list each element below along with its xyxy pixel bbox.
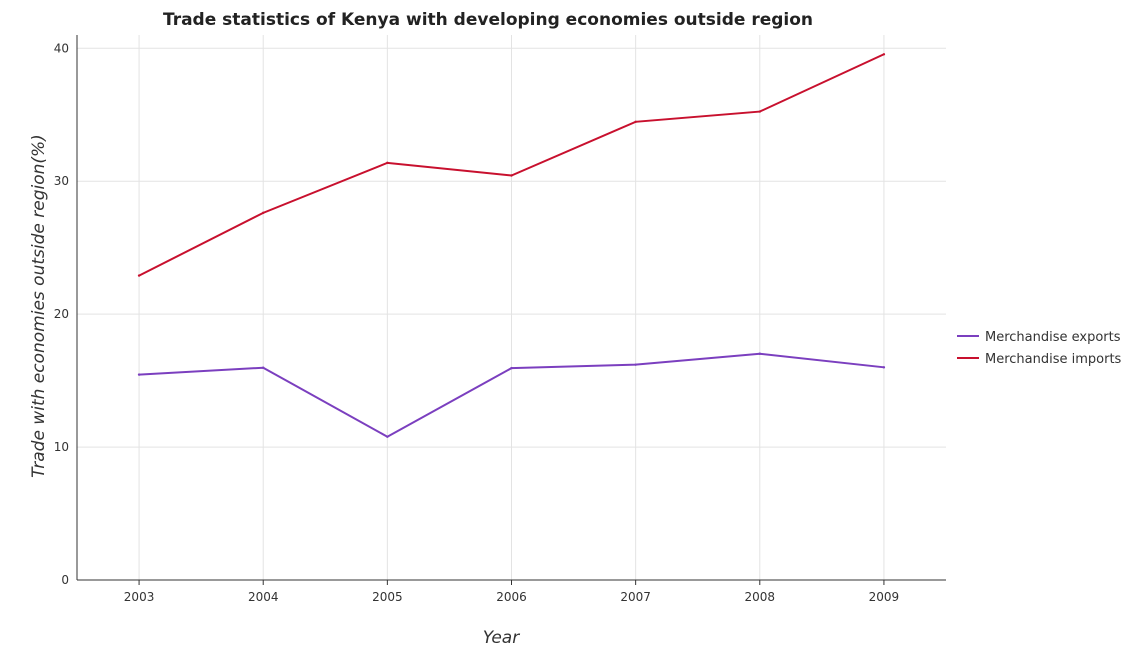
- data-point: [386, 161, 389, 165]
- data-point: [758, 110, 761, 113]
- y-tick-label: 0: [61, 573, 69, 587]
- grid: [77, 35, 946, 581]
- axes: 0 10 20 30 40 2003 2004 2005 2006 2007 2008 2009: [54, 35, 946, 604]
- y-tick-label: 20: [54, 307, 69, 321]
- y-tick-label: 30: [54, 174, 69, 188]
- data-point: [882, 53, 886, 56]
- data-point: [510, 366, 513, 370]
- data-point: [137, 373, 141, 376]
- data-point: [634, 120, 637, 124]
- x-tick-label: 2007: [620, 590, 651, 604]
- x-tick-label: 2003: [124, 590, 155, 604]
- legend: Merchandise exports Merchandise imports: [957, 330, 1121, 367]
- x-tick-label: 2009: [869, 590, 900, 604]
- data-point: [634, 363, 637, 366]
- data-point: [137, 274, 141, 277]
- chart-title: Trade statistics of Kenya with developin…: [163, 10, 813, 30]
- x-tick-label: 2008: [745, 590, 776, 604]
- data-point: [262, 366, 265, 369]
- data-point: [758, 352, 761, 355]
- y-axis-title: Trade with economies outside region(%): [29, 134, 49, 478]
- y-tick-label: 40: [54, 41, 69, 55]
- y-tick-label: 10: [54, 440, 69, 454]
- x-tick-label: 2004: [248, 590, 279, 604]
- x-tick-label: 2006: [496, 590, 527, 604]
- data-point: [882, 366, 886, 369]
- legend-label: Merchandise exports: [985, 330, 1121, 345]
- x-tick-label: 2005: [372, 590, 403, 604]
- data-point: [386, 435, 389, 438]
- x-axis-title: Year: [483, 628, 520, 648]
- series-group: [137, 53, 886, 438]
- data-point: [510, 174, 513, 177]
- legend-label: Merchandise imports: [985, 352, 1121, 367]
- data-point: [262, 211, 265, 215]
